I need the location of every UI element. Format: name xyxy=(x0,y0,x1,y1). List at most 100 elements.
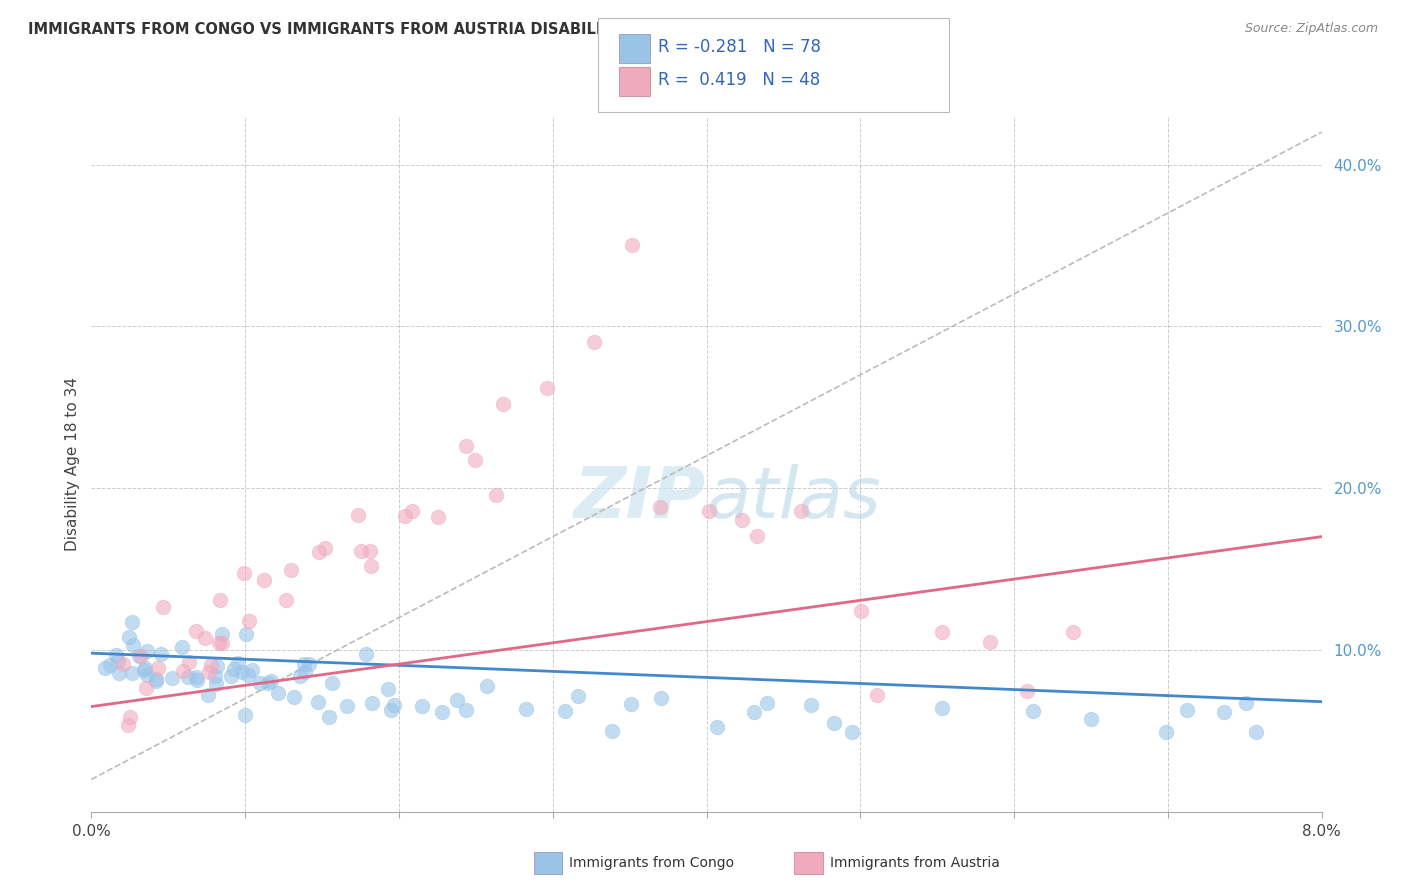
Point xyxy=(145,673,167,687)
Point xyxy=(377,682,399,697)
Point xyxy=(600,723,623,738)
Text: R = -0.281   N = 78: R = -0.281 N = 78 xyxy=(658,38,821,56)
Text: ZIP: ZIP xyxy=(574,464,706,533)
Point xyxy=(650,690,672,705)
Point xyxy=(121,615,143,629)
Point xyxy=(515,701,537,715)
Point xyxy=(731,513,754,527)
Point xyxy=(280,563,302,577)
Point xyxy=(257,676,280,690)
Point xyxy=(211,626,233,640)
Point xyxy=(122,638,145,652)
Point xyxy=(349,543,371,558)
Point xyxy=(176,670,198,684)
Point xyxy=(128,649,150,664)
Point xyxy=(477,680,499,694)
Point xyxy=(208,592,231,607)
Point xyxy=(485,488,508,502)
Point xyxy=(620,697,643,711)
Point xyxy=(359,544,381,558)
Point xyxy=(456,440,478,454)
Point xyxy=(380,703,402,717)
Point xyxy=(236,667,259,681)
Point xyxy=(148,661,170,675)
Point xyxy=(205,659,228,673)
Point xyxy=(162,672,184,686)
Point xyxy=(107,654,129,668)
Point xyxy=(931,624,953,639)
Point xyxy=(233,566,256,580)
Point xyxy=(979,635,1001,649)
Point xyxy=(152,600,174,615)
Point xyxy=(186,670,208,684)
Point xyxy=(208,636,231,650)
Point xyxy=(454,703,477,717)
Point xyxy=(1234,696,1257,710)
Point xyxy=(292,657,315,672)
Point xyxy=(308,544,330,558)
Point xyxy=(382,698,405,712)
Point xyxy=(111,657,134,672)
Point xyxy=(204,669,226,683)
Point xyxy=(307,695,329,709)
Point xyxy=(567,689,589,703)
Point xyxy=(1246,725,1268,739)
Point xyxy=(134,663,156,677)
Point xyxy=(129,649,152,664)
Point xyxy=(582,335,605,350)
Point xyxy=(135,681,157,696)
Point xyxy=(240,663,263,677)
Point xyxy=(249,675,271,690)
Text: Immigrants from Congo: Immigrants from Congo xyxy=(569,856,734,871)
Point xyxy=(742,705,765,719)
Point xyxy=(554,704,576,718)
Point xyxy=(650,500,672,514)
Point xyxy=(283,690,305,705)
Text: Source: ZipAtlas.com: Source: ZipAtlas.com xyxy=(1244,22,1378,36)
Point xyxy=(260,674,283,689)
Point xyxy=(346,508,368,523)
Point xyxy=(219,669,242,683)
Point xyxy=(318,709,340,723)
Point xyxy=(756,696,779,710)
Point xyxy=(1175,703,1198,717)
Point xyxy=(121,665,143,680)
Point xyxy=(841,724,863,739)
Point xyxy=(866,688,889,702)
Point xyxy=(150,647,173,661)
Point xyxy=(224,662,246,676)
Point xyxy=(118,710,141,724)
Point xyxy=(235,627,257,641)
Y-axis label: Disability Age 18 to 34: Disability Age 18 to 34 xyxy=(65,376,80,551)
Text: Immigrants from Austria: Immigrants from Austria xyxy=(830,856,1000,871)
Point xyxy=(931,701,953,715)
Point xyxy=(117,718,139,732)
Point xyxy=(298,657,321,672)
Point xyxy=(184,624,207,639)
Point xyxy=(446,693,468,707)
Point xyxy=(170,640,193,654)
Point xyxy=(464,452,486,467)
Point xyxy=(118,631,141,645)
Point xyxy=(823,715,845,730)
Point xyxy=(789,504,811,518)
Point xyxy=(361,696,384,710)
Point xyxy=(1080,713,1102,727)
Point xyxy=(204,677,226,691)
Point xyxy=(274,593,297,607)
Point xyxy=(136,644,159,658)
Point xyxy=(427,510,450,524)
Point xyxy=(197,688,219,702)
Point xyxy=(394,509,416,524)
Point xyxy=(360,558,382,573)
Point xyxy=(290,668,312,682)
Point xyxy=(233,708,256,723)
Point xyxy=(1156,724,1178,739)
Point xyxy=(800,698,823,712)
Point xyxy=(98,657,121,672)
Text: atlas: atlas xyxy=(706,464,882,533)
Point xyxy=(294,665,316,679)
Point xyxy=(1213,705,1236,719)
Point xyxy=(354,647,377,661)
Point xyxy=(432,705,454,719)
